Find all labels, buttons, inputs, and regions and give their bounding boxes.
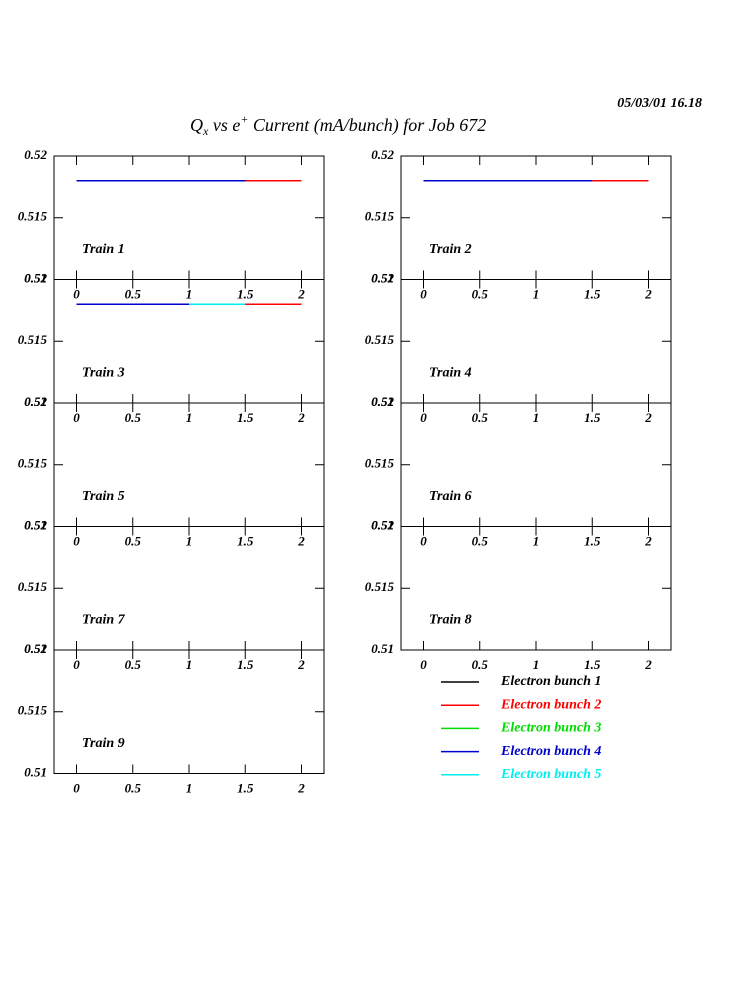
panel-title: Train 5 [82, 489, 125, 504]
y-tick-label: 0.515 [18, 209, 48, 224]
legend-label: Electron bunch 2 [500, 697, 601, 712]
panel-frame [53, 155, 325, 280]
x-tick-label: 2 [644, 410, 652, 425]
title-part: vs e [208, 115, 240, 135]
x-tick-label: 0.5 [125, 657, 142, 672]
y-tick-label: 0.51 [24, 394, 47, 409]
y-tick-label: 0.515 [365, 209, 395, 224]
panel-title: Train 7 [82, 613, 126, 628]
title-part: + [240, 112, 248, 126]
x-tick-label: 1.5 [237, 780, 254, 795]
panel-title: Train 9 [82, 736, 125, 751]
y-tick-label: 0.51 [371, 394, 394, 409]
y-tick-label: 0.515 [18, 703, 48, 718]
y-tick-label: 0.52 [24, 394, 47, 409]
y-tick-label: 0.51 [371, 270, 394, 285]
x-tick-label: 0 [73, 533, 80, 548]
x-tick-label: 2 [297, 657, 305, 672]
x-tick-label: 1 [533, 286, 540, 301]
y-tick-label: 0.52 [24, 517, 47, 532]
x-tick-label: 1 [186, 410, 193, 425]
y-tick-label: 0.51 [371, 517, 394, 532]
x-tick-label: 2 [644, 286, 652, 301]
x-tick-label: 1.5 [237, 286, 254, 301]
x-tick-label: 0.5 [472, 533, 489, 548]
x-tick-label: 1.5 [237, 533, 254, 548]
x-tick-label: 0.5 [125, 780, 142, 795]
y-tick-label: 0.52 [24, 147, 47, 162]
x-tick-label: 0 [420, 286, 427, 301]
x-tick-label: 1 [533, 533, 540, 548]
x-tick-label: 0.5 [472, 410, 489, 425]
legend-label: Electron bunch 4 [500, 744, 601, 759]
x-tick-label: 2 [644, 533, 652, 548]
x-tick-label: 0 [420, 410, 427, 425]
x-tick-label: 1 [533, 410, 540, 425]
y-tick-label: 0.51 [24, 270, 47, 285]
panel-title: Train 2 [429, 242, 472, 257]
page-title: Qx vs e+ Current (mA/bunch) for Job 672 [190, 112, 486, 138]
x-tick-label: 1.5 [584, 410, 601, 425]
y-tick-label: 0.52 [371, 147, 394, 162]
x-tick-label: 0 [420, 657, 427, 672]
panel-title: Train 8 [429, 613, 472, 628]
y-tick-label: 0.51 [24, 764, 47, 779]
y-tick-label: 0.515 [18, 456, 48, 471]
x-tick-label: 1.5 [237, 657, 254, 672]
x-tick-label: 2 [644, 657, 652, 672]
x-tick-label: 2 [297, 286, 305, 301]
x-tick-label: 2 [297, 780, 305, 795]
y-tick-label: 0.52 [371, 394, 394, 409]
x-tick-label: 1 [186, 533, 193, 548]
y-tick-label: 0.515 [365, 456, 395, 471]
title-part: x [202, 124, 209, 138]
y-tick-label: 0.515 [365, 579, 395, 594]
legend-label: Electron bunch 5 [500, 767, 601, 782]
y-tick-label: 0.515 [18, 332, 48, 347]
x-tick-label: 2 [297, 533, 305, 548]
title-part: Q [190, 115, 203, 135]
x-tick-label: 1.5 [584, 286, 601, 301]
x-tick-label: 2 [297, 410, 305, 425]
x-tick-label: 0 [73, 286, 80, 301]
x-tick-label: 1.5 [584, 657, 601, 672]
x-tick-label: 1 [186, 657, 193, 672]
x-tick-label: 1.5 [584, 533, 601, 548]
x-tick-label: 1 [533, 657, 540, 672]
x-tick-label: 0 [73, 410, 80, 425]
x-tick-label: 0 [73, 657, 80, 672]
panel-title: Train 1 [82, 242, 125, 257]
y-tick-label: 0.51 [371, 641, 394, 656]
y-tick-label: 0.52 [371, 270, 394, 285]
x-tick-label: 1 [186, 780, 193, 795]
x-tick-label: 0.5 [125, 286, 142, 301]
y-tick-label: 0.52 [371, 517, 394, 532]
panel-title: Train 3 [82, 366, 125, 381]
legend-label: Electron bunch 1 [500, 674, 601, 689]
y-tick-label: 0.51 [24, 641, 47, 656]
y-tick-label: 0.52 [24, 270, 47, 285]
x-tick-label: 0.5 [125, 533, 142, 548]
x-tick-label: 1.5 [237, 410, 254, 425]
x-tick-label: 0.5 [125, 410, 142, 425]
x-tick-label: 1 [186, 286, 193, 301]
panel-title: Train 6 [429, 489, 472, 504]
x-tick-label: 0.5 [472, 657, 489, 672]
y-tick-label: 0.51 [24, 517, 47, 532]
x-tick-label: 0 [420, 533, 427, 548]
y-tick-label: 0.515 [365, 332, 395, 347]
x-tick-label: 0.5 [472, 286, 489, 301]
panel-frame [400, 155, 672, 280]
y-tick-label: 0.515 [18, 579, 48, 594]
title-part: Current (mA/bunch) for Job 672 [248, 115, 486, 136]
timestamp: 05/03/01 16.18 [617, 96, 702, 111]
legend-label: Electron bunch 3 [500, 721, 601, 736]
y-tick-label: 0.52 [24, 641, 47, 656]
x-tick-label: 0 [73, 780, 80, 795]
panel-title: Train 4 [429, 366, 472, 381]
